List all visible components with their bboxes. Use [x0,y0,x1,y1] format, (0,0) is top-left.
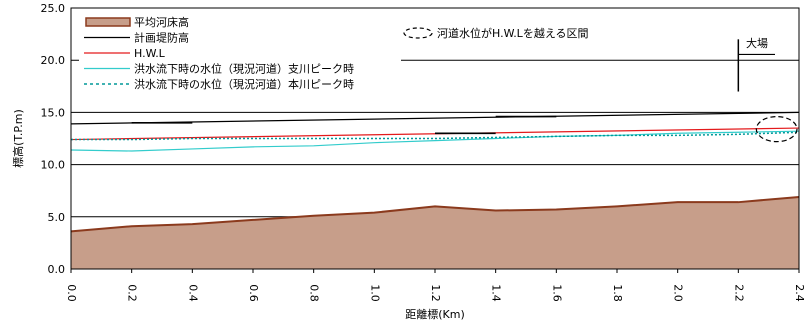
x-tick-label: 1.0 [368,284,381,302]
x-tick-label: 0.4 [186,284,199,302]
y-tick-label: 20.0 [41,54,66,67]
x-tick-label: 0.0 [65,284,78,302]
x-tick-label: 2.4 [793,284,806,302]
x-tick-label: 0.6 [247,284,260,302]
series-line-3 [70,130,800,152]
x-tick-label: 0.2 [126,284,139,302]
riverbed-edge-line [70,195,800,233]
legend-label: 洪水流下時の水位（現況河道）本川ピーク時 [134,77,354,91]
x-tick-label: 2.2 [732,284,745,302]
x-tick-label: 1.8 [611,284,624,302]
series-line-1 [70,111,800,125]
y-tick-label: 0.0 [48,263,66,276]
location-label-oba: 大場 [746,36,768,50]
x-tick-label: 2.0 [672,284,685,302]
riverbed-area [71,196,799,269]
x-tick-label: 1.6 [550,284,563,302]
hwl-exceed-legend-label: 河道水位がH.W.Lを越える区間 [437,26,588,40]
axis-ticks: 0.0 5.0 10.0 15.0 20.0 25.0 0.0 0.2 0.4 0.6 0.8 1.0… [41,2,807,302]
legend-label: 計画堤防高 [134,31,189,45]
annotations: 大場 河道水位がH.W.Lを越える区間 [403,26,798,143]
area-layer [70,195,800,269]
y-tick-label: 5.0 [48,211,66,224]
lines-layer [70,111,800,152]
dashed-ellipse-legend-icon [403,27,433,39]
legend-label: H.W.L [134,47,166,60]
x-tick-label: 0.8 [308,284,321,302]
x-tick-label: 1.4 [490,284,503,302]
legend-label: 平均河床高 [134,15,189,29]
y-tick-label: 25.0 [41,2,66,15]
legend-swatch-riverbed [85,17,131,27]
series-line-4 [71,131,800,141]
x-tick-label: 1.2 [429,284,442,302]
x-axis-title: 距離標(Km) [405,307,465,321]
legend-label: 洪水流下時の水位（現況河道）支川ピーク時 [134,62,354,76]
legend-background [79,12,401,96]
y-tick-label: 15.0 [41,106,66,119]
y-tick-label: 10.0 [41,159,66,172]
hwl-exceed-ellipse [755,115,798,143]
y-axis-title: 標高(T.P.m) [11,109,25,168]
